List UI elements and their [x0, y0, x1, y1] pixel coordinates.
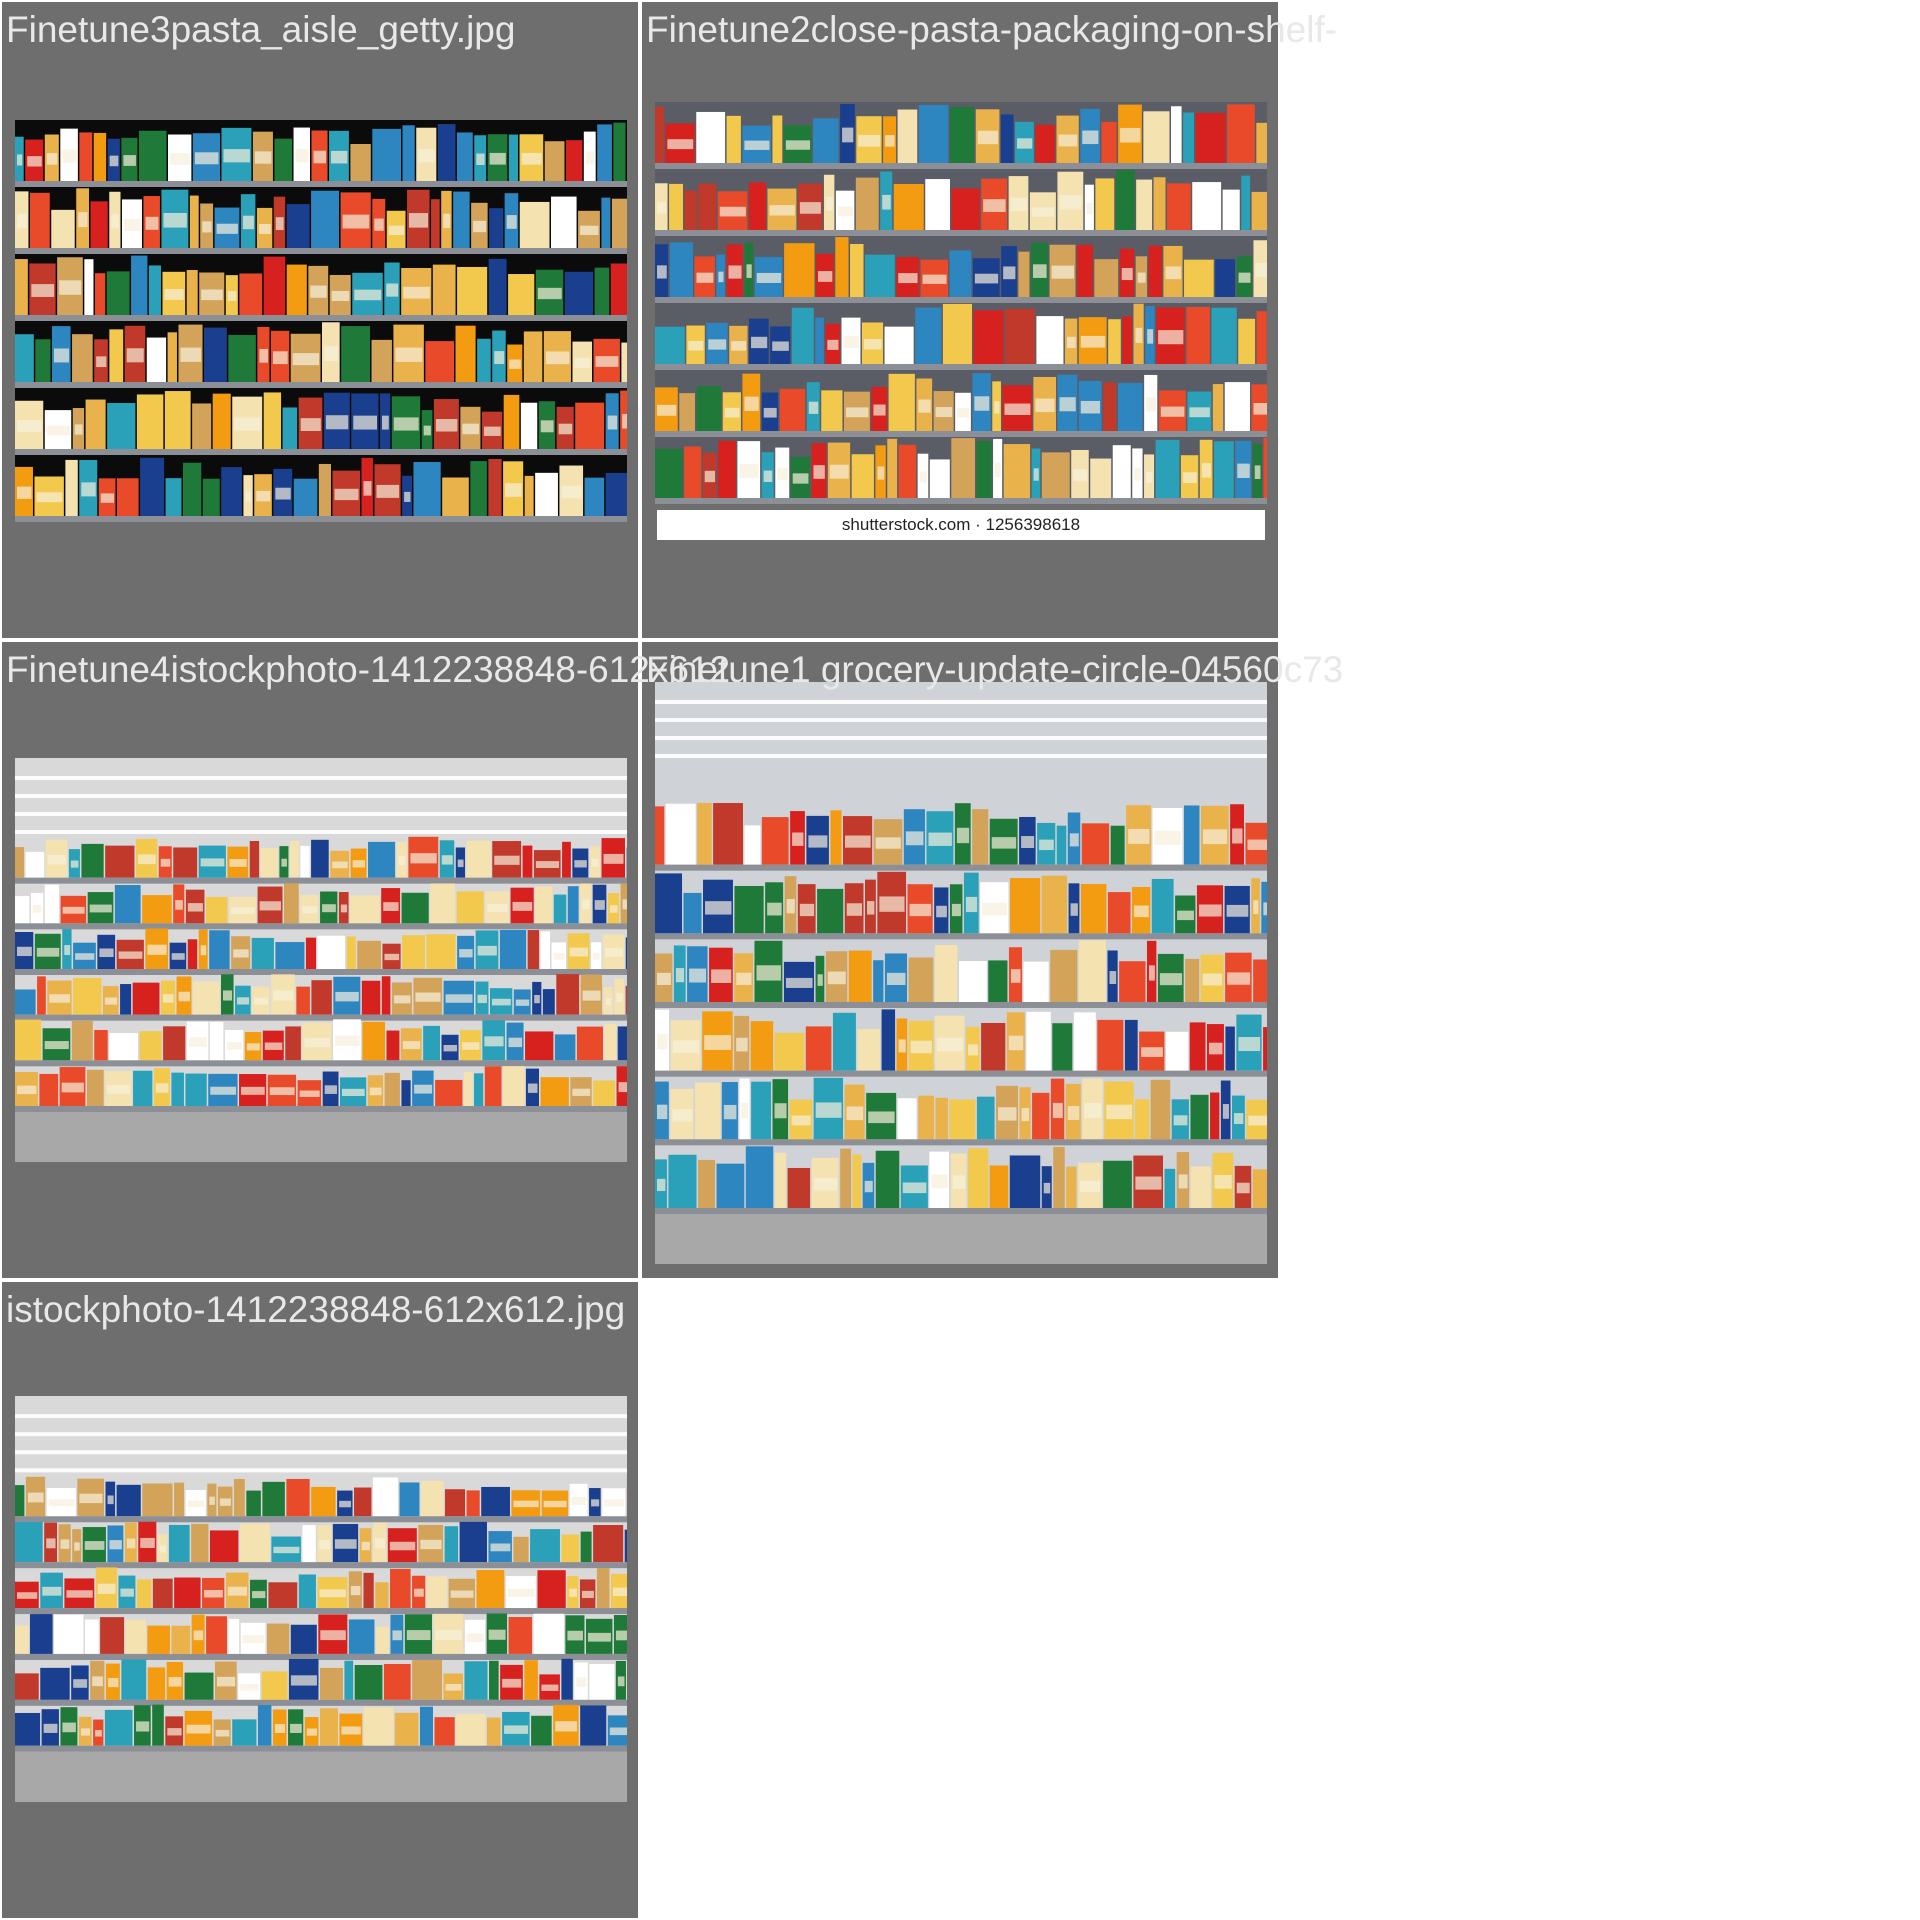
pasta-aisle-photo [15, 1396, 627, 1802]
tile-caption: Finetune2close-pasta-packaging-on-shelf- [646, 9, 1338, 50]
pasta-shelf-photo: shutterstock.com · 1256398618 [655, 102, 1267, 542]
gallery-tile-5[interactable]: istockphoto-1412238848-612x612.jpg [2, 1282, 638, 1918]
tile-caption: Finetune3pasta_aisle_getty.jpg [6, 9, 516, 50]
tile-caption: Finetune4istockphoto-1412238848-612x612 [6, 649, 731, 690]
gallery-tile-2[interactable]: Finetune2close-pasta-packaging-on-shelf-… [642, 2, 1337, 638]
pasta-aisle-photo [15, 758, 627, 1162]
pasta-shelf-photo [15, 120, 627, 522]
pasta-aisle-photo [655, 682, 1267, 1264]
tile-caption: Finetune1 grocery-update-circle-04560c73 [646, 649, 1344, 690]
watermark-label: shutterstock.com · 1256398618 [657, 510, 1265, 540]
gallery-tile-4[interactable]: Finetune1 grocery-update-circle-04560c73 [642, 642, 1343, 1278]
gallery-tile-1[interactable]: Finetune3pasta_aisle_getty.jpg [2, 2, 638, 638]
tile-caption: istockphoto-1412238848-612x612.jpg [6, 1289, 626, 1330]
gallery-tile-3[interactable]: Finetune4istockphoto-1412238848-612x612 [2, 642, 730, 1278]
